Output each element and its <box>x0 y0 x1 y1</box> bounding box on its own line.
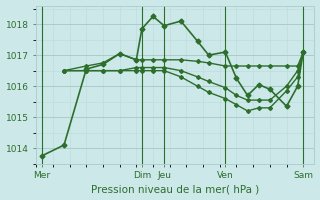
X-axis label: Pression niveau de la mer( hPa ): Pression niveau de la mer( hPa ) <box>91 184 260 194</box>
